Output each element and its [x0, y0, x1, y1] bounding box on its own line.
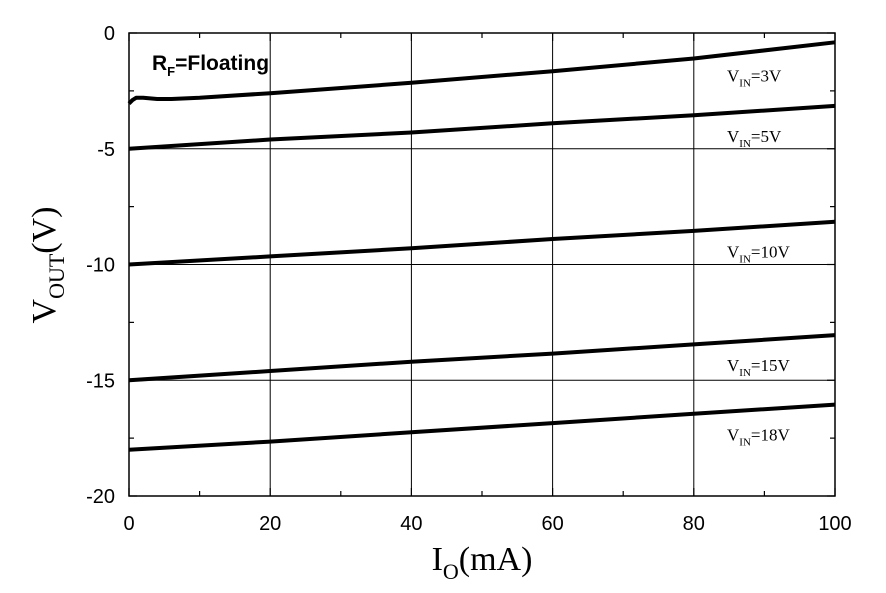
series-labels: VIN=3V VIN=5V VIN=10V VIN=15V VIN=18V	[727, 66, 790, 448]
series-lines	[127, 40, 836, 452]
series-line	[128, 333, 836, 383]
x-tick-label: 40	[400, 513, 422, 535]
y-axis-title: VOUT(V)	[26, 207, 69, 324]
x-axis-title: IO(mA)	[432, 541, 533, 584]
x-tick-label: 60	[541, 513, 563, 535]
y-tick-label: 0	[104, 23, 115, 45]
grid	[129, 33, 835, 496]
x-tick-label: 80	[683, 513, 705, 535]
x-tick-label: 100	[818, 513, 851, 535]
series-label: VIN=5V	[727, 127, 782, 150]
series-label: VIN=10V	[727, 243, 790, 266]
series-line	[128, 219, 836, 267]
series-line	[128, 402, 836, 452]
series-line	[128, 103, 836, 151]
axis-ticks: 0 20 40 60 80 100 0 -5 -10 -15 -20	[86, 23, 852, 535]
y-tick-label: -15	[86, 370, 115, 392]
series-label: VIN=3V	[727, 66, 782, 89]
x-tick-label: 0	[123, 513, 134, 535]
series-label: VIN=18V	[727, 426, 790, 449]
series-line	[127, 40, 836, 106]
chart-annotation: RF=Floating	[152, 52, 269, 79]
y-tick-label: -5	[97, 139, 115, 161]
y-tick-label: -20	[86, 486, 115, 508]
series-label: VIN=15V	[727, 356, 790, 379]
x-tick-label: 20	[259, 513, 281, 535]
y-tick-label: -10	[86, 255, 115, 277]
